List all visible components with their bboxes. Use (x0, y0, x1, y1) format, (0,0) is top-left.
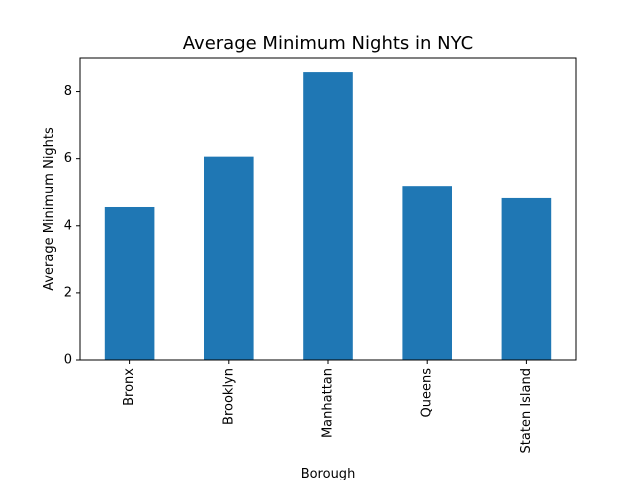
x-axis-label: Borough (301, 467, 356, 480)
bar-staten-island (501, 197, 552, 360)
plot-area-frame (79, 57, 577, 361)
y-tick-label: 6 (64, 151, 72, 166)
y-axis-label: Average Minimum Nights (42, 127, 57, 291)
bar-brooklyn (204, 156, 254, 360)
bars-layer (104, 72, 552, 360)
y-tick-label: 8 (64, 84, 72, 99)
x-tick-label: Brooklyn (221, 368, 236, 425)
x-tick-label: Queens (420, 368, 435, 418)
x-tick-label: Manhattan (321, 368, 336, 438)
x-tick-label: Staten Island (519, 368, 534, 453)
y-axis-ticks: 0 2 4 6 8 (64, 84, 80, 368)
y-tick-label: 4 (64, 218, 72, 233)
x-tick-label: Bronx (122, 368, 137, 406)
x-axis-ticks: Bronx Brooklyn Manhattan Queens Staten Islan… (122, 360, 534, 453)
y-tick-label: 2 (64, 285, 72, 300)
chart-title: Average Minimum Nights in NYC (183, 33, 473, 54)
bar-bronx (104, 206, 155, 360)
bar-manhattan (303, 72, 353, 360)
bar-queens (402, 186, 452, 360)
y-tick-label: 0 (64, 353, 72, 368)
